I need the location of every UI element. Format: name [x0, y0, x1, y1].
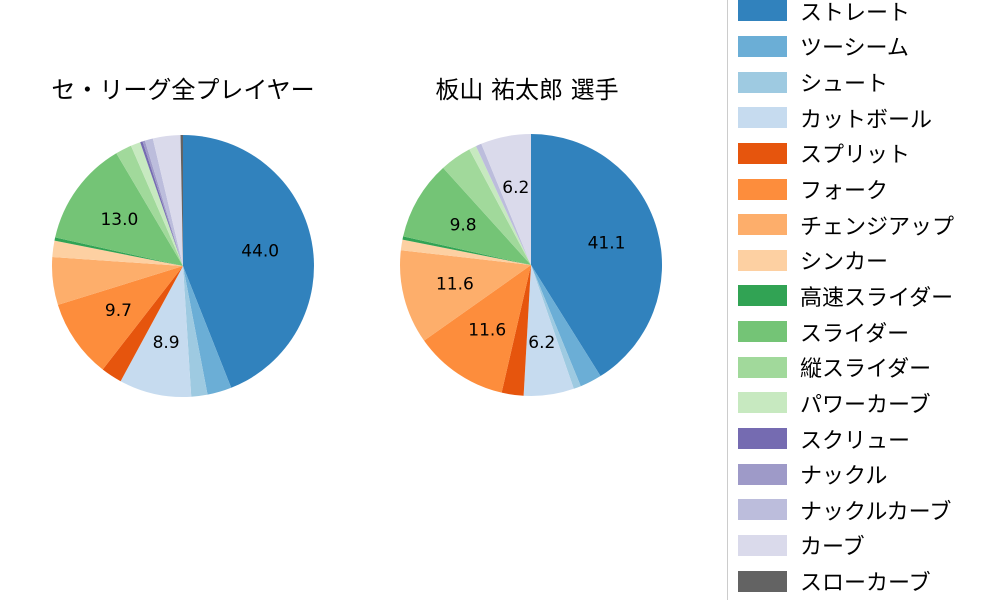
legend-swatch: [738, 570, 787, 592]
legend-item: ナックル: [738, 456, 1000, 492]
pie-slice: [140, 141, 183, 266]
pie-slice: [180, 134, 183, 266]
legend-swatch: [738, 0, 787, 22]
legend-label: スプリット: [800, 143, 911, 169]
legend-swatch: [738, 35, 787, 57]
legend-label: ナックルカーブ: [800, 499, 952, 525]
pie-percent-label: 9.7: [105, 301, 132, 321]
pie-slice: [144, 138, 183, 266]
legend-swatch: [738, 142, 787, 164]
legend-item: フォーク: [738, 171, 1000, 207]
player-pie-chart: 41.1 6.2 11.6 11.6 9.8 6.2: [400, 134, 663, 396]
legend-swatch: [738, 285, 787, 307]
legend-item: カーブ: [738, 528, 1000, 564]
pie-slice: [183, 135, 314, 388]
legend-item: カットボール: [738, 100, 1000, 136]
pie-slice: [531, 265, 601, 387]
pie-percent-label: 6.2: [502, 178, 529, 198]
legend-item: スクリュー: [738, 421, 1000, 457]
league-pie-chart: 44.0 8.9 9.7 13.0: [51, 134, 314, 397]
pie-slice: [183, 266, 232, 395]
legend-label: スクリュー: [800, 428, 911, 454]
legend-swatch: [738, 356, 787, 378]
legend-label: 縦スライダー: [800, 357, 932, 383]
legend-label: シュート: [800, 72, 889, 98]
legend-item: 縦スライダー: [738, 349, 1000, 385]
legend-swatch: [738, 178, 787, 200]
legend-swatch: [738, 107, 787, 129]
pie-slice: [424, 265, 531, 393]
pie-percent-label: 9.8: [450, 215, 477, 235]
legend-swatch: [738, 321, 787, 343]
pie-slice: [531, 134, 663, 377]
pie-slice: [523, 265, 574, 396]
pie-slice: [102, 266, 183, 382]
legend-item: ツーシーム: [738, 29, 1000, 65]
legend-swatch: [738, 71, 787, 93]
pie-percent-label: 11.6: [468, 320, 506, 340]
pie-slice: [54, 237, 183, 266]
legend-swatch: [738, 428, 787, 449]
legend-label: 高速スライダー: [800, 285, 954, 311]
legend-label: ナックル: [800, 464, 888, 490]
pie-slice: [57, 266, 183, 370]
pie-slice: [52, 240, 183, 266]
legend-label: ストレート: [800, 0, 911, 26]
pie-slice: [183, 266, 208, 397]
pie-percent-label: 11.6: [436, 275, 474, 295]
pie-slice: [531, 265, 581, 389]
legend-swatch: [738, 499, 787, 521]
pie-slice: [443, 149, 531, 265]
pie-slice: [402, 236, 531, 265]
pie-percent-label: 41.1: [588, 233, 626, 253]
pie-slice: [469, 146, 531, 265]
pie-slice: [120, 266, 192, 397]
legend-swatch: [738, 534, 787, 556]
pie-slice: [51, 256, 183, 305]
legend-item: チェンジアップ: [738, 207, 1000, 243]
pie-percent-label: 6.2: [528, 333, 555, 353]
legend-swatch: [738, 392, 787, 414]
legend-item: 高速スライダー: [738, 278, 1000, 314]
legend-item: スプリット: [738, 136, 1000, 172]
legend-label: パワーカーブ: [800, 392, 931, 418]
pie-percent-label: 13.0: [100, 210, 138, 230]
pie-slice: [116, 145, 183, 266]
legend-item: ナックルカーブ: [738, 492, 1000, 528]
legend-item: スライダー: [738, 314, 1000, 350]
pie-slice: [481, 134, 531, 265]
legend-swatch: [738, 214, 787, 236]
pie-percent-label: 8.9: [153, 333, 180, 353]
pie-slice: [400, 250, 531, 341]
pie-slice: [403, 167, 531, 265]
legend-swatch: [738, 249, 787, 271]
league-chart-title: セ・リーグ全プレイヤー: [51, 76, 315, 104]
legend-label: シンカー: [800, 250, 889, 276]
legend-label: ツーシーム: [800, 36, 909, 62]
pie-percent-label: 44.0: [241, 241, 279, 261]
legend-swatch: [738, 463, 787, 485]
pie-slice: [55, 153, 183, 266]
pie-slice: [142, 140, 183, 266]
legend-item: シュート: [738, 64, 1000, 100]
pitch-type-legend: ストレートツーシームシュートカットボール スプリットフォークチェンジアップ シンカー…: [727, 0, 1000, 600]
legend-label: カーブ: [800, 535, 865, 561]
pie-slice: [130, 142, 183, 266]
player-chart-title: 板山 祐太郎 選手: [435, 76, 619, 104]
legend-label: スローカーブ: [800, 571, 931, 597]
legend-label: カットボール: [800, 107, 933, 133]
legend-label: チェンジアップ: [800, 214, 955, 240]
legend-item: ストレート: [738, 0, 1000, 29]
pie-slice: [475, 143, 531, 265]
pie-slice: [152, 135, 183, 266]
legend-label: フォーク: [800, 179, 889, 205]
legend-item: シンカー: [738, 242, 1000, 278]
legend-item: パワーカーブ: [738, 385, 1000, 421]
pie-slice: [400, 239, 531, 265]
legend-label: スライダー: [800, 321, 910, 347]
legend-item: スローカーブ: [738, 563, 1000, 599]
pie-slice: [501, 265, 531, 396]
